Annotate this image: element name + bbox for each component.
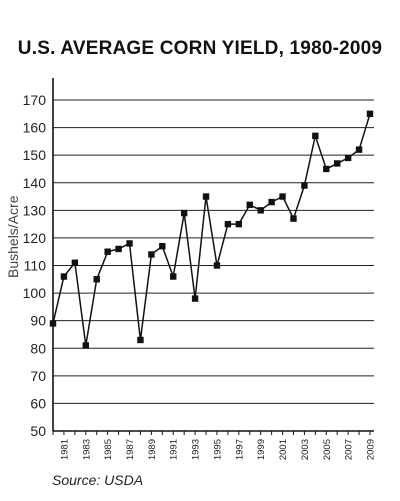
data-point-1989 <box>148 251 155 258</box>
data-point-1987 <box>126 240 133 247</box>
y-tick-label: 70 <box>30 368 46 384</box>
data-point-2003 <box>301 182 308 189</box>
data-markers <box>49 110 374 349</box>
data-point-1986 <box>115 245 122 253</box>
x-tick-label: 1999 <box>256 439 267 460</box>
axes <box>52 78 374 435</box>
y-tick-label: 60 <box>30 395 46 411</box>
y-tick-label: 130 <box>23 202 47 218</box>
y-tick-label: 140 <box>23 175 47 191</box>
x-tick-label: 1987 <box>125 439 136 460</box>
x-tick-label: 1993 <box>191 439 202 460</box>
x-tick-label: 1983 <box>81 439 92 460</box>
y-tick-labels: 50 60 70 80 90 100 110 120 130 140 150 160 170 <box>23 92 47 439</box>
data-point-1994 <box>202 193 210 200</box>
y-tick-label: 100 <box>23 285 47 301</box>
data-point-2007 <box>344 154 352 162</box>
data-point-1991 <box>170 273 177 280</box>
y-tick-label: 170 <box>23 92 47 108</box>
x-tick-label: 2005 <box>322 439 333 460</box>
data-point-1982 <box>71 259 79 266</box>
series-line <box>52 113 371 346</box>
data-point-2008 <box>355 146 363 153</box>
x-tick-label: 1989 <box>147 439 158 460</box>
y-tick-label: 80 <box>30 340 46 356</box>
x-tick-label: 1991 <box>169 439 180 460</box>
data-point-1981 <box>60 273 68 280</box>
data-point-1993 <box>191 295 199 302</box>
data-point-2004 <box>312 132 319 140</box>
x-tick-label: 2009 <box>366 439 377 460</box>
data-point-2005 <box>323 165 330 173</box>
grid-lines <box>53 99 374 404</box>
x-tick-label: 1985 <box>103 439 114 460</box>
data-point-1992 <box>180 209 188 217</box>
y-tick-label: 90 <box>30 313 46 329</box>
x-tick-label: 1995 <box>212 439 223 460</box>
data-point-1984 <box>93 276 100 283</box>
y-tick-label: 150 <box>23 147 47 163</box>
y-tick-label: 50 <box>30 423 46 439</box>
x-tick-label: 1981 <box>59 439 70 460</box>
x-tick-label: 2001 <box>278 439 289 460</box>
data-point-2009 <box>366 110 374 117</box>
data-point-1985 <box>104 248 111 255</box>
data-point-1988 <box>137 336 144 344</box>
source-note: Source: USDA <box>52 472 144 488</box>
chart-title: U.S. AVERAGE CORN YIELD, 1980-2009 <box>17 38 383 59</box>
x-tick-label: 2007 <box>344 439 355 460</box>
data-point-2006 <box>334 160 341 167</box>
data-point-2001 <box>279 193 286 200</box>
y-tick-label: 110 <box>24 258 47 274</box>
data-point-2000 <box>268 198 275 206</box>
x-tick-label: 1997 <box>234 439 245 460</box>
y-tick-label: 120 <box>23 230 47 246</box>
data-point-1998 <box>246 201 253 209</box>
x-tick-labels: 1981 1983 1985 1987 1989 1991 1993 1995 1997 1999… <box>59 439 376 460</box>
data-point-2002 <box>290 215 297 222</box>
data-point-1980 <box>49 320 57 327</box>
data-point-1983 <box>82 342 89 349</box>
data-point-1996 <box>224 220 232 228</box>
data-point-1995 <box>213 262 221 269</box>
x-tick-label: 2003 <box>300 439 311 460</box>
data-point-1997 <box>235 220 243 228</box>
data-point-1990 <box>159 242 166 250</box>
series-line <box>52 113 371 346</box>
y-tick-label: 160 <box>23 120 47 136</box>
data-point-1999 <box>257 207 264 214</box>
